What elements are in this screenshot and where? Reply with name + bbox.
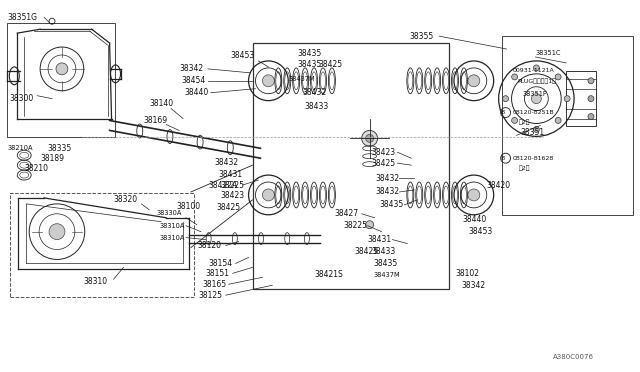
- Ellipse shape: [365, 221, 374, 229]
- Bar: [253, 43, 449, 289]
- Text: 38300: 38300: [10, 94, 33, 103]
- Text: 38432: 38432: [376, 174, 400, 183]
- Circle shape: [362, 131, 378, 146]
- Text: 38437M: 38437M: [288, 76, 315, 82]
- Bar: [10, 193, 194, 297]
- Text: 38420: 38420: [487, 180, 511, 189]
- Circle shape: [533, 65, 540, 71]
- Circle shape: [365, 134, 374, 142]
- Circle shape: [468, 75, 480, 87]
- Text: 38431: 38431: [367, 235, 392, 244]
- Text: 38432: 38432: [302, 88, 326, 97]
- Circle shape: [468, 189, 480, 201]
- Circle shape: [56, 63, 68, 75]
- Circle shape: [588, 78, 594, 84]
- Text: 38225: 38225: [344, 221, 368, 230]
- Text: B: B: [500, 156, 505, 161]
- Circle shape: [49, 224, 65, 240]
- Text: 38423: 38423: [221, 192, 245, 201]
- Text: 38165: 38165: [203, 280, 227, 289]
- Bar: [566, 71, 596, 126]
- Text: A380C0076: A380C0076: [553, 354, 595, 360]
- Text: 38440: 38440: [184, 88, 208, 97]
- Text: 38433: 38433: [304, 102, 328, 111]
- Text: 38225: 38225: [221, 180, 244, 189]
- Text: 38120: 38120: [197, 241, 221, 250]
- Text: 38351: 38351: [520, 128, 545, 137]
- Text: 38342: 38342: [179, 64, 203, 73]
- Text: 38330A: 38330A: [156, 210, 182, 216]
- Circle shape: [511, 118, 518, 124]
- Text: 00931-1121A: 00931-1121A: [513, 68, 554, 73]
- Text: 38425: 38425: [372, 159, 396, 168]
- Text: 38432: 38432: [376, 187, 400, 196]
- Text: 38423: 38423: [372, 148, 396, 157]
- Text: 38435: 38435: [374, 259, 398, 268]
- Text: 38425: 38425: [355, 247, 379, 256]
- Text: 38320: 38320: [113, 195, 138, 204]
- Text: 38433: 38433: [372, 247, 396, 256]
- Circle shape: [588, 96, 594, 102]
- Text: 38355: 38355: [410, 32, 433, 41]
- Text: 38427: 38427: [335, 209, 359, 218]
- Text: 08120-8251B: 08120-8251B: [513, 110, 554, 115]
- Text: 38432: 38432: [215, 158, 239, 167]
- Text: 38440: 38440: [462, 215, 486, 224]
- Text: 38310A: 38310A: [159, 223, 184, 229]
- Text: 38210: 38210: [24, 164, 48, 173]
- Text: 38453: 38453: [469, 227, 493, 236]
- Text: 38169: 38169: [143, 116, 168, 125]
- Text: 38310A: 38310A: [159, 235, 184, 241]
- Circle shape: [533, 126, 540, 132]
- Text: 38453: 38453: [230, 51, 255, 61]
- Text: 38310: 38310: [84, 277, 108, 286]
- Text: 38140: 38140: [149, 99, 173, 108]
- Text: 08120-81628: 08120-81628: [513, 156, 554, 161]
- Text: 38125: 38125: [198, 291, 222, 300]
- Text: 38351C: 38351C: [536, 50, 561, 56]
- Circle shape: [511, 74, 518, 80]
- Circle shape: [588, 113, 594, 119]
- Text: 38100: 38100: [176, 202, 200, 211]
- Text: （2）: （2）: [518, 120, 530, 125]
- Text: 38435: 38435: [380, 201, 404, 209]
- Circle shape: [502, 96, 509, 102]
- Text: 38351G: 38351G: [7, 13, 37, 22]
- Circle shape: [555, 118, 561, 124]
- Text: 38431: 38431: [219, 170, 243, 179]
- Circle shape: [564, 96, 570, 102]
- Text: 38435: 38435: [297, 48, 321, 58]
- Text: 38422A: 38422A: [209, 180, 238, 189]
- Text: PLUGプラグ（1）: PLUGプラグ（1）: [518, 78, 556, 84]
- Text: 38421S: 38421S: [314, 270, 343, 279]
- Text: 38102: 38102: [455, 269, 479, 278]
- Text: 38437M: 38437M: [374, 272, 400, 278]
- Circle shape: [262, 189, 275, 201]
- Text: 38425: 38425: [217, 203, 241, 212]
- Text: 38342: 38342: [461, 281, 485, 290]
- Text: 38189: 38189: [40, 154, 64, 163]
- Circle shape: [262, 75, 275, 87]
- Text: 38151: 38151: [206, 269, 230, 278]
- Bar: [502, 36, 633, 215]
- Circle shape: [555, 74, 561, 80]
- Text: 38435: 38435: [297, 60, 321, 70]
- Text: 38154: 38154: [209, 259, 233, 268]
- Text: B: B: [500, 110, 505, 115]
- Bar: [7, 23, 115, 137]
- Text: 38351F: 38351F: [522, 91, 547, 97]
- Text: 38335: 38335: [47, 144, 71, 153]
- Text: （2）: （2）: [518, 165, 530, 171]
- Text: 38454: 38454: [181, 76, 205, 85]
- Circle shape: [531, 94, 541, 104]
- Text: 38210A: 38210A: [7, 145, 33, 151]
- Text: 38425: 38425: [318, 60, 342, 70]
